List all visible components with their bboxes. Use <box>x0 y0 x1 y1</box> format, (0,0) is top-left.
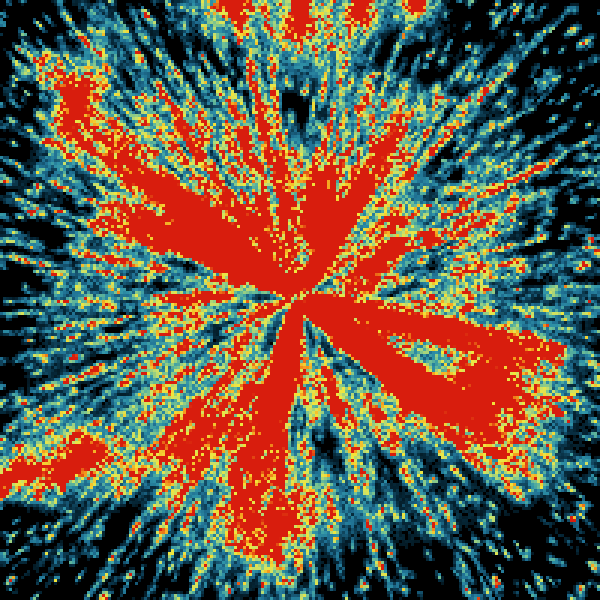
density-heatmap-canvas <box>0 0 600 600</box>
heatmap-figure <box>0 0 600 600</box>
